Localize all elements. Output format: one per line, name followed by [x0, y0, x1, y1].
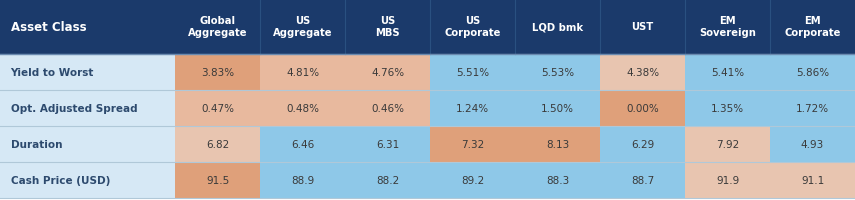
Bar — [175, 91, 260, 126]
Text: 1.35%: 1.35% — [711, 103, 744, 113]
Text: Cash Price (USD): Cash Price (USD) — [10, 175, 110, 185]
Text: 6.46: 6.46 — [291, 139, 314, 149]
Text: US
MBS: US MBS — [375, 16, 400, 38]
Bar — [685, 0, 770, 55]
Text: 89.2: 89.2 — [461, 175, 484, 185]
Text: Yield to Worst: Yield to Worst — [10, 68, 94, 78]
Bar — [515, 55, 600, 91]
Bar — [345, 55, 430, 91]
Text: 6.31: 6.31 — [376, 139, 399, 149]
Text: Asset Class: Asset Class — [10, 21, 86, 34]
Text: 5.51%: 5.51% — [456, 68, 489, 78]
Bar — [345, 162, 430, 198]
Text: 1.72%: 1.72% — [796, 103, 829, 113]
Bar — [430, 55, 515, 91]
Bar — [600, 162, 685, 198]
Text: 6.82: 6.82 — [206, 139, 229, 149]
Bar — [600, 55, 685, 91]
Bar — [685, 162, 770, 198]
Bar — [685, 91, 770, 126]
Text: US
Aggregate: US Aggregate — [273, 16, 333, 38]
Bar — [515, 91, 600, 126]
Bar — [175, 126, 260, 162]
Text: EM
Sovereign: EM Sovereign — [699, 16, 756, 38]
Bar — [0, 55, 175, 91]
Bar — [345, 126, 430, 162]
Bar — [175, 55, 260, 91]
Text: Opt. Adjusted Spread: Opt. Adjusted Spread — [10, 103, 137, 113]
Text: 0.48%: 0.48% — [286, 103, 319, 113]
Text: LQD bmk: LQD bmk — [532, 22, 583, 32]
Bar — [770, 162, 855, 198]
Bar — [260, 91, 345, 126]
Text: 88.2: 88.2 — [376, 175, 399, 185]
Text: 4.93: 4.93 — [801, 139, 824, 149]
Bar — [0, 91, 175, 126]
Text: Global
Aggregate: Global Aggregate — [188, 16, 247, 38]
Text: 91.1: 91.1 — [801, 175, 824, 185]
Text: 5.86%: 5.86% — [796, 68, 829, 78]
Text: 5.53%: 5.53% — [541, 68, 574, 78]
Text: 3.83%: 3.83% — [201, 68, 234, 78]
Bar — [260, 55, 345, 91]
Bar — [430, 126, 515, 162]
Bar — [345, 0, 430, 55]
Text: 1.24%: 1.24% — [456, 103, 489, 113]
Text: 88.7: 88.7 — [631, 175, 654, 185]
Bar — [430, 162, 515, 198]
Bar — [175, 0, 260, 55]
Bar — [0, 162, 175, 198]
Bar — [600, 0, 685, 55]
Text: 5.41%: 5.41% — [711, 68, 744, 78]
Bar — [430, 91, 515, 126]
Text: 4.38%: 4.38% — [626, 68, 659, 78]
Bar — [685, 126, 770, 162]
Bar — [770, 91, 855, 126]
Bar — [685, 55, 770, 91]
Text: Duration: Duration — [10, 139, 62, 149]
Bar — [770, 0, 855, 55]
Text: 91.5: 91.5 — [206, 175, 229, 185]
Text: 7.92: 7.92 — [716, 139, 739, 149]
Bar — [345, 91, 430, 126]
Text: 0.46%: 0.46% — [371, 103, 404, 113]
Bar — [175, 162, 260, 198]
Text: EM
Corporate: EM Corporate — [784, 16, 840, 38]
Text: 4.76%: 4.76% — [371, 68, 404, 78]
Text: 6.29: 6.29 — [631, 139, 654, 149]
Bar — [0, 0, 175, 55]
Text: 91.9: 91.9 — [716, 175, 739, 185]
Bar — [515, 162, 600, 198]
Bar — [260, 126, 345, 162]
Text: 4.81%: 4.81% — [286, 68, 319, 78]
Text: 1.50%: 1.50% — [541, 103, 574, 113]
Text: 88.3: 88.3 — [545, 175, 569, 185]
Text: 88.9: 88.9 — [291, 175, 314, 185]
Bar — [260, 0, 345, 55]
Bar — [430, 0, 515, 55]
Bar — [515, 0, 600, 55]
Bar — [260, 162, 345, 198]
Bar — [600, 126, 685, 162]
Bar — [770, 55, 855, 91]
Text: UST: UST — [631, 22, 653, 32]
Bar — [515, 126, 600, 162]
Bar — [600, 91, 685, 126]
Bar — [770, 126, 855, 162]
Text: 0.47%: 0.47% — [201, 103, 234, 113]
Text: 8.13: 8.13 — [545, 139, 569, 149]
Text: 0.00%: 0.00% — [626, 103, 659, 113]
Text: 7.32: 7.32 — [461, 139, 484, 149]
Text: US
Corporate: US Corporate — [445, 16, 501, 38]
Bar — [0, 126, 175, 162]
